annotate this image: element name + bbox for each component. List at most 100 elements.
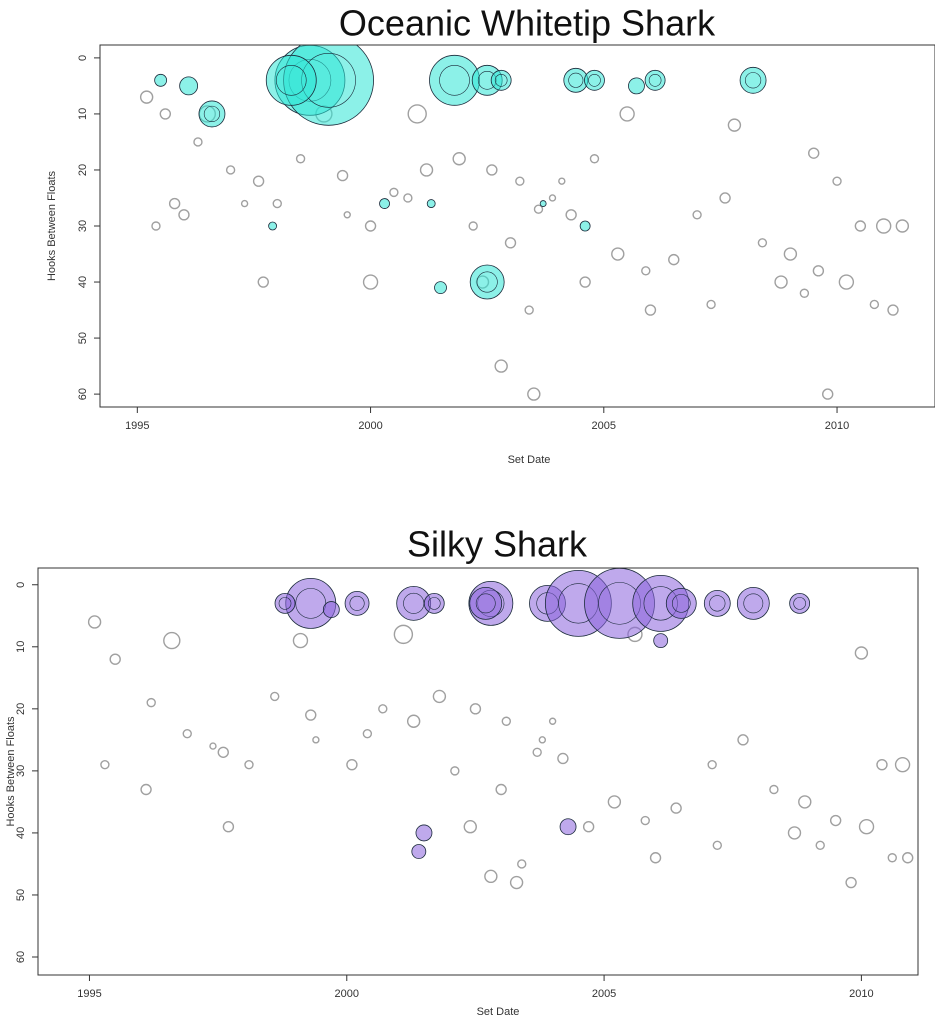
bubble-ring: [671, 594, 691, 613]
bubble: [272, 198, 282, 209]
bubble-ring: [648, 74, 662, 87]
bubble-ring: [743, 593, 764, 614]
bubble: [509, 875, 524, 890]
bubble: [403, 193, 413, 203]
bubble: [774, 275, 788, 289]
bubble: [895, 219, 910, 233]
bubble: [533, 204, 544, 214]
x-tick-label: 1995: [77, 988, 101, 1000]
x-tick-label: 2005: [592, 988, 616, 1000]
bubble: [469, 586, 503, 620]
bubble: [649, 852, 662, 864]
x-tick-label: 2010: [825, 420, 849, 432]
bubble: [584, 69, 605, 91]
bubble-ring: [709, 595, 726, 612]
bubble: [527, 387, 541, 401]
bubble: [419, 163, 434, 177]
y-tick-label: 30: [15, 765, 27, 777]
bubble: [668, 253, 680, 266]
bubble: [670, 802, 682, 814]
bubble: [532, 747, 542, 757]
bubble: [344, 590, 370, 616]
chart-title: Silky Shark: [407, 524, 588, 565]
y-tick-label: 50: [15, 889, 27, 901]
x-tick-label: 2010: [849, 988, 873, 1000]
bubble: [589, 154, 600, 164]
y-tick-label: 30: [77, 220, 89, 232]
bubble: [468, 221, 478, 231]
x-tick-label: 1995: [125, 420, 149, 432]
bubble: [139, 90, 154, 104]
bubble: [579, 276, 591, 288]
bubble: [140, 783, 152, 796]
bubble: [244, 759, 254, 770]
bubble: [178, 209, 190, 221]
bubble: [579, 220, 591, 232]
bubble: [406, 714, 421, 728]
bubble: [653, 633, 669, 648]
y-tick-label: 10: [15, 641, 27, 653]
y-tick-label: 0: [15, 582, 27, 588]
bubble: [832, 176, 842, 186]
bubble: [665, 587, 697, 619]
bubble: [432, 689, 447, 704]
bubble: [423, 592, 445, 614]
bubble: [364, 220, 377, 232]
bubble-ring: [475, 593, 496, 614]
bubble: [557, 752, 569, 765]
bubble: [539, 200, 547, 207]
bubble: [193, 137, 203, 147]
y-tick-label: 50: [77, 332, 89, 344]
bubble: [783, 247, 798, 261]
bubble: [463, 820, 477, 834]
bubble: [484, 869, 498, 884]
bubble: [182, 728, 192, 739]
bubble: [486, 164, 498, 176]
plot-points: [139, 45, 910, 401]
bubble: [163, 631, 181, 650]
bubble: [640, 815, 650, 826]
bubble: [495, 783, 507, 796]
bubble: [240, 199, 249, 208]
bubble: [343, 211, 351, 219]
bubble: [887, 304, 899, 316]
bubble: [798, 795, 812, 809]
bubble: [501, 716, 512, 726]
plot-frame: [99, 44, 935, 408]
bubble: [515, 176, 525, 186]
bubble: [706, 299, 716, 310]
bubble: [415, 824, 433, 842]
bubble-ring: [476, 271, 498, 293]
y-tick-label: 40: [77, 276, 89, 288]
y-tick-label: 40: [15, 827, 27, 839]
bubble: [875, 218, 892, 234]
bubble: [703, 589, 731, 617]
x-tick-label: 2005: [592, 420, 616, 432]
y-tick-label: 60: [77, 388, 89, 400]
bubble: [838, 274, 855, 290]
bubble: [336, 169, 349, 182]
bubble: [644, 69, 666, 91]
y-tick-label: 20: [15, 703, 27, 715]
bubble-ring: [588, 74, 601, 87]
bubble: [769, 784, 779, 795]
y-axis-label: Hooks Between Floats: [5, 716, 17, 827]
bubble: [154, 73, 168, 87]
chart-title: Oceanic Whitetip Shark: [339, 3, 716, 44]
bubble: [641, 266, 651, 276]
bubble: [346, 758, 358, 771]
y-tick-label: 0: [77, 55, 89, 61]
bubble: [558, 177, 566, 185]
bubble: [292, 632, 309, 649]
y-tick-label: 10: [77, 108, 89, 120]
chart: Silky Shark Set Date Hooks Between Floats 1…: [5, 524, 919, 1018]
plot-points: [87, 568, 914, 890]
bubble-ring: [439, 65, 470, 96]
bubble: [812, 265, 825, 277]
bubble: [582, 821, 595, 833]
x-tick-label: 2000: [335, 988, 359, 1000]
bubble-ring: [278, 597, 292, 610]
bubble: [607, 795, 622, 809]
bubble-ring: [568, 72, 584, 88]
